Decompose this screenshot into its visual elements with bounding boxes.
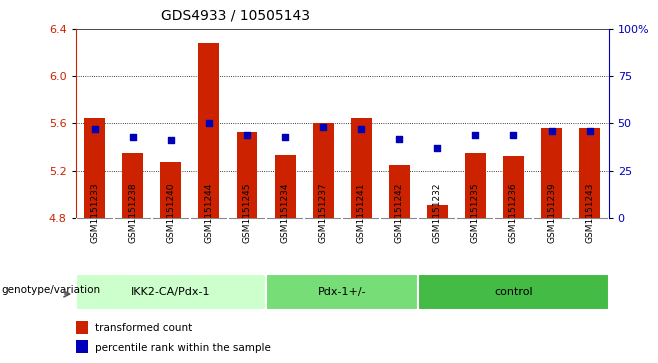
Point	[166, 138, 176, 143]
Bar	[313, 123, 334, 218]
Bar	[122, 153, 143, 218]
Text: percentile rank within the sample: percentile rank within the sample	[95, 343, 270, 353]
Point	[546, 128, 557, 134]
Text: GSM1151242: GSM1151242	[395, 183, 404, 243]
Bar	[76, 340, 88, 353]
Text: Pdx-1+/-: Pdx-1+/-	[318, 287, 367, 297]
Bar	[351, 118, 372, 218]
Text: control: control	[494, 287, 533, 297]
Bar	[84, 118, 105, 218]
Bar	[274, 155, 295, 218]
Point	[318, 124, 328, 130]
Point	[470, 132, 480, 138]
Point	[128, 134, 138, 139]
Text: GDS4933 / 10505143: GDS4933 / 10505143	[161, 9, 310, 23]
Bar	[161, 162, 182, 218]
Point	[508, 132, 519, 138]
Bar	[541, 128, 562, 218]
Text: GSM1151244: GSM1151244	[205, 183, 213, 243]
Text: GSM1151243: GSM1151243	[585, 183, 594, 243]
Text: GSM1151241: GSM1151241	[357, 183, 366, 243]
Text: GSM1151234: GSM1151234	[280, 183, 290, 243]
Text: GSM1151233: GSM1151233	[90, 183, 99, 243]
Text: GSM1151239: GSM1151239	[547, 183, 556, 243]
Point	[432, 145, 443, 151]
Bar	[266, 274, 418, 310]
Point	[89, 126, 100, 132]
Point	[280, 134, 290, 139]
Text: GSM1151236: GSM1151236	[509, 183, 518, 243]
Text: genotype/variation: genotype/variation	[1, 285, 101, 295]
Text: GSM1151240: GSM1151240	[166, 183, 175, 243]
Bar	[76, 274, 266, 310]
Point	[241, 132, 252, 138]
Point	[584, 128, 595, 134]
Bar	[389, 165, 410, 218]
Text: GSM1151237: GSM1151237	[318, 183, 328, 243]
Text: IKK2-CA/Pdx-1: IKK2-CA/Pdx-1	[131, 287, 211, 297]
Text: GSM1151238: GSM1151238	[128, 183, 138, 243]
Bar	[199, 43, 219, 218]
Bar	[427, 205, 448, 218]
Text: GSM1151232: GSM1151232	[433, 183, 442, 243]
Text: GSM1151245: GSM1151245	[243, 183, 251, 243]
Point	[394, 136, 405, 142]
Text: transformed count: transformed count	[95, 323, 192, 333]
Bar	[236, 132, 257, 218]
Bar	[579, 128, 600, 218]
Bar	[76, 321, 88, 334]
Point	[204, 121, 215, 126]
Text: GSM1151235: GSM1151235	[471, 183, 480, 243]
Point	[356, 126, 367, 132]
Bar	[465, 153, 486, 218]
Bar	[418, 274, 609, 310]
Bar	[503, 156, 524, 218]
